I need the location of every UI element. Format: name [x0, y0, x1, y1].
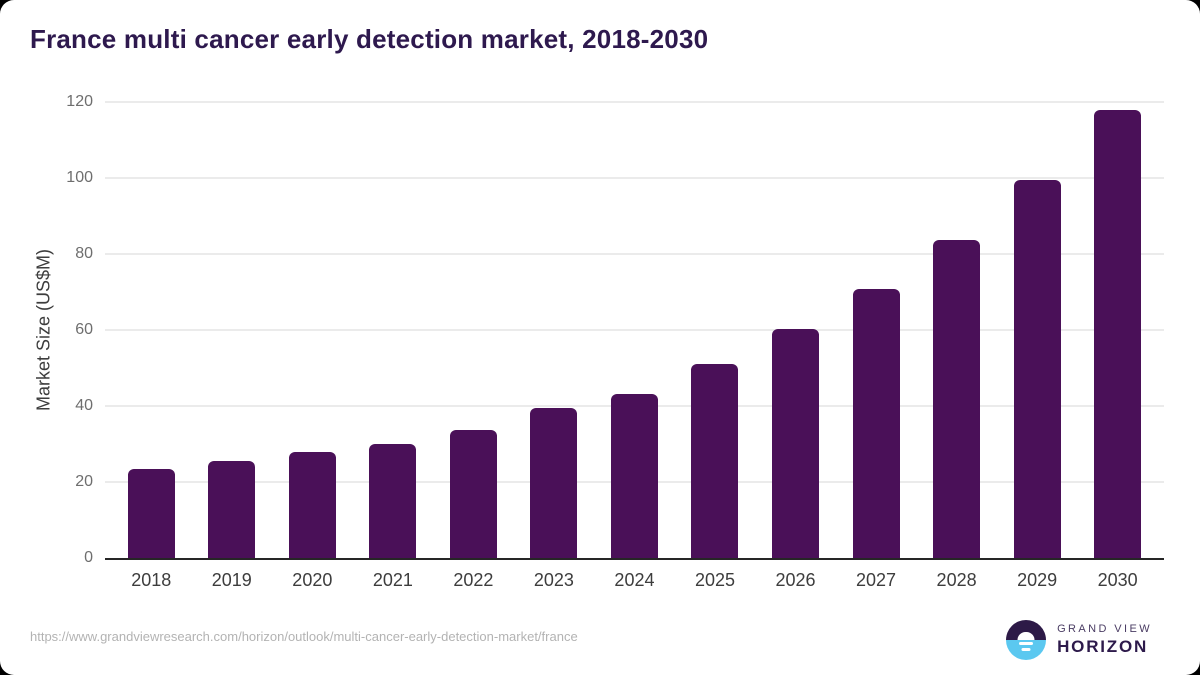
- bar-2024: [610, 393, 658, 558]
- bar-2022: [449, 429, 497, 558]
- x-tick-2021: 2021: [372, 570, 413, 590]
- bar-2021: [369, 444, 417, 558]
- bar-cell-2025: 2025: [675, 102, 756, 590]
- bar-cell-2026: 2026: [755, 102, 836, 590]
- bar-cell-2020: 2020: [272, 102, 353, 590]
- y-tick-80: 80: [75, 245, 93, 262]
- y-tick-20: 20: [75, 473, 93, 490]
- logo-text-horizon: HORIZON: [1057, 637, 1149, 656]
- bar-cell-2030: 2030: [1077, 102, 1158, 590]
- x-tick-2029: 2029: [1017, 570, 1058, 590]
- x-tick-2026: 2026: [775, 570, 816, 590]
- plot-area: 2018 2019 2020 2021 2022 2023 2024 2025 2026 2027…: [66, 93, 1164, 590]
- x-tick-2023: 2023: [533, 570, 574, 590]
- bar-cell-2022: 2022: [433, 102, 514, 590]
- y-tick-60: 60: [75, 321, 93, 338]
- y-tick-100: 100: [66, 169, 93, 186]
- bar-2029: [1013, 179, 1061, 558]
- wave-line-2: [1021, 648, 1031, 651]
- bars-row: 2018 2019 2020 2021 2022 2023 2024 2025 2026 2027…: [105, 102, 1164, 590]
- y-axis-label: Market Size (US$M): [33, 248, 54, 412]
- x-tick-2020: 2020: [292, 570, 333, 590]
- bar-2027: [852, 288, 900, 558]
- y-tick-40: 40: [75, 397, 93, 414]
- bar-2026: [772, 328, 820, 558]
- x-tick-2019: 2019: [211, 570, 252, 590]
- bar-2028: [933, 239, 981, 558]
- bar-cell-2027: 2027: [836, 102, 917, 590]
- x-tick-2018: 2018: [131, 570, 172, 590]
- bar-2020: [288, 451, 336, 558]
- bar-cell-2019: 2019: [192, 102, 273, 590]
- gridline-60: [105, 329, 1164, 331]
- bar-2018: [127, 469, 175, 558]
- x-tick-2027: 2027: [856, 570, 897, 590]
- bar-cell-2021: 2021: [353, 102, 434, 590]
- logo-text-grand-view: GRAND VIEW: [1057, 623, 1152, 635]
- x-tick-2028: 2028: [936, 570, 977, 590]
- bar-2019: [208, 461, 256, 558]
- horizon-sunrise-icon: [1006, 620, 1047, 660]
- gridline-120: [105, 101, 1164, 103]
- grand-view-horizon-logo: GRAND VIEW HORIZON: [1006, 620, 1152, 660]
- logo-text: GRAND VIEW HORIZON: [1057, 623, 1152, 657]
- gridline-100: [105, 177, 1164, 179]
- sun-shape: [1017, 631, 1035, 640]
- bar-cell-2028: 2028: [916, 102, 997, 590]
- bar-2023: [530, 407, 578, 558]
- bar-2030: [1094, 110, 1142, 558]
- x-tick-2030: 2030: [1097, 570, 1138, 590]
- x-tick-2025: 2025: [694, 570, 736, 590]
- bar-cell-2024: 2024: [594, 102, 675, 590]
- x-tick-2024: 2024: [614, 570, 655, 590]
- source-url: https://www.grandviewresearch.com/horizo…: [30, 629, 578, 644]
- bar-cell-2018: 2018: [111, 102, 192, 590]
- wave-line-1: [1019, 642, 1034, 645]
- bar-2025: [691, 363, 739, 558]
- y-tick-120: 120: [66, 93, 93, 110]
- x-tick-2022: 2022: [453, 570, 494, 590]
- chart-title: France multi cancer early detection mark…: [30, 24, 709, 54]
- gridline-80: [105, 253, 1164, 255]
- bar-cell-2023: 2023: [514, 102, 595, 590]
- bar-cell-2029: 2029: [997, 102, 1078, 590]
- y-tick-0: 0: [84, 549, 93, 566]
